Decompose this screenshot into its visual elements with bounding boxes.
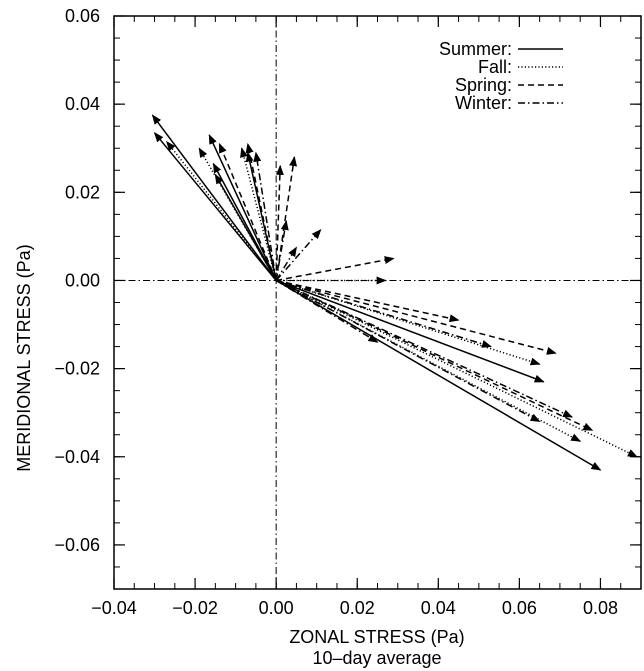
y-tick-label: −0.04 bbox=[54, 447, 100, 467]
vector-arrow bbox=[275, 279, 460, 323]
series-summer bbox=[151, 114, 602, 471]
vector-arrow bbox=[275, 279, 582, 443]
axis-ticks bbox=[113, 15, 642, 590]
x-tick-label: 0.02 bbox=[340, 598, 375, 618]
vector-arrow bbox=[275, 164, 284, 281]
vector-arrow bbox=[166, 140, 277, 281]
vector-arrow bbox=[214, 173, 277, 281]
x-tick-labels: −0.04 −0.02 0.00 0.02 0.04 0.06 0.08 bbox=[91, 598, 618, 618]
y-tick-label: 0.06 bbox=[65, 6, 100, 26]
vector-arrow bbox=[245, 142, 277, 281]
y-axis-title: MERIDIONAL STRESS (Pa) bbox=[14, 244, 34, 471]
vector-arrow bbox=[218, 142, 277, 281]
x-axis-title: ZONAL STRESS (Pa) bbox=[289, 627, 464, 647]
y-tick-label: 0.00 bbox=[65, 270, 100, 290]
vector-arrow bbox=[275, 279, 638, 458]
x-tick-label: 0.00 bbox=[259, 598, 294, 618]
x-tick-label: 0.08 bbox=[583, 598, 618, 618]
x-tick-label: 0.04 bbox=[421, 598, 456, 618]
vector-arrow bbox=[275, 279, 541, 423]
y-tick-label: −0.02 bbox=[54, 359, 100, 379]
y-tick-labels: −0.06 −0.04 −0.02 0.00 0.02 0.04 0.06 bbox=[54, 6, 100, 555]
legend-label: Winter: bbox=[455, 93, 512, 113]
legend-label: Spring: bbox=[455, 75, 512, 95]
legend-label: Fall: bbox=[478, 57, 512, 77]
vector-arrow bbox=[275, 279, 545, 383]
vector-arrow bbox=[276, 256, 395, 282]
legend: Summer:Fall:Spring:Winter: bbox=[439, 39, 563, 113]
vector-arrow bbox=[240, 147, 277, 281]
vector-arrow bbox=[153, 132, 277, 281]
y-tick-label: −0.06 bbox=[54, 535, 100, 555]
vector-arrow bbox=[275, 279, 379, 343]
y-tick-label: 0.04 bbox=[65, 94, 100, 114]
vector-arrow bbox=[253, 151, 277, 281]
vector-arrow bbox=[275, 279, 594, 432]
vector-arrows bbox=[151, 114, 638, 471]
vector-arrow bbox=[275, 279, 492, 348]
y-tick-label: 0.02 bbox=[65, 182, 100, 202]
series-winter bbox=[253, 151, 573, 423]
vector-arrow bbox=[208, 134, 277, 281]
series-spring bbox=[218, 142, 594, 432]
vector-arrow bbox=[275, 246, 298, 281]
vector-arrow bbox=[275, 279, 573, 418]
x-axis-subtitle: 10–day average bbox=[312, 648, 441, 668]
vector-arrow bbox=[275, 279, 557, 355]
legend-label: Summer: bbox=[439, 39, 512, 59]
x-tick-label: −0.02 bbox=[172, 598, 218, 618]
series-fall bbox=[166, 140, 638, 458]
vector-arrow bbox=[275, 279, 602, 471]
vector-arrow bbox=[275, 229, 322, 281]
x-tick-label: −0.04 bbox=[91, 598, 137, 618]
x-tick-label: 0.06 bbox=[502, 598, 537, 618]
vector-arrow bbox=[275, 219, 289, 281]
